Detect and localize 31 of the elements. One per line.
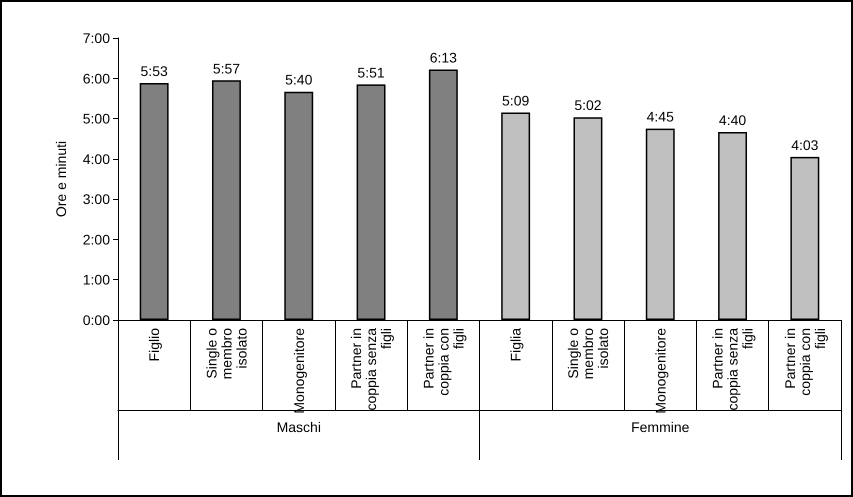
x-tick-label: Single o membro isolato bbox=[203, 328, 250, 380]
y-tick-label: 1:00 bbox=[82, 272, 110, 288]
data-label: 5:09 bbox=[502, 92, 530, 109]
x-tick-label: Monogenitore bbox=[290, 328, 307, 414]
data-label: 6:13 bbox=[430, 50, 458, 66]
data-label: 5:53 bbox=[140, 63, 168, 79]
x-tick-label: Partner in coppia con figli bbox=[782, 328, 828, 396]
y-tick-label: 3:00 bbox=[82, 191, 110, 208]
data-label: 4:45 bbox=[646, 108, 674, 125]
data-label: 5:51 bbox=[357, 64, 385, 80]
y-tick-label: 5:00 bbox=[82, 110, 110, 127]
x-tick-label: Figlio bbox=[146, 328, 162, 362]
x-tick-label: Partner in coppia senza figli bbox=[348, 328, 394, 411]
x-tick-label: Partner in coppia con figli bbox=[420, 328, 466, 396]
x-tick-label: Monogenitore bbox=[652, 328, 668, 414]
y-axis-title: Ore e minuti bbox=[53, 140, 69, 218]
x-tick-label: Single o membro isolato bbox=[564, 328, 611, 380]
data-label: 5:02 bbox=[574, 97, 602, 114]
x-tick-label: Figlia bbox=[508, 328, 524, 362]
data-label: 5:40 bbox=[285, 72, 313, 88]
data-label: 4:03 bbox=[791, 136, 819, 153]
data-label: 5:57 bbox=[212, 60, 240, 76]
y-tick-label: 0:00 bbox=[82, 312, 110, 328]
y-tick-label: 4:00 bbox=[82, 150, 110, 167]
text: Maschi bbox=[276, 419, 321, 435]
y-tick-label: 2:00 bbox=[82, 231, 110, 248]
y-tick-label: 6:00 bbox=[82, 70, 110, 86]
x-tick-label: Partner in coppia senza figli bbox=[710, 328, 756, 411]
y-tick-label: 7:00 bbox=[82, 30, 110, 46]
data-label: 4:40 bbox=[718, 112, 746, 128]
text: Femmine bbox=[631, 419, 690, 435]
